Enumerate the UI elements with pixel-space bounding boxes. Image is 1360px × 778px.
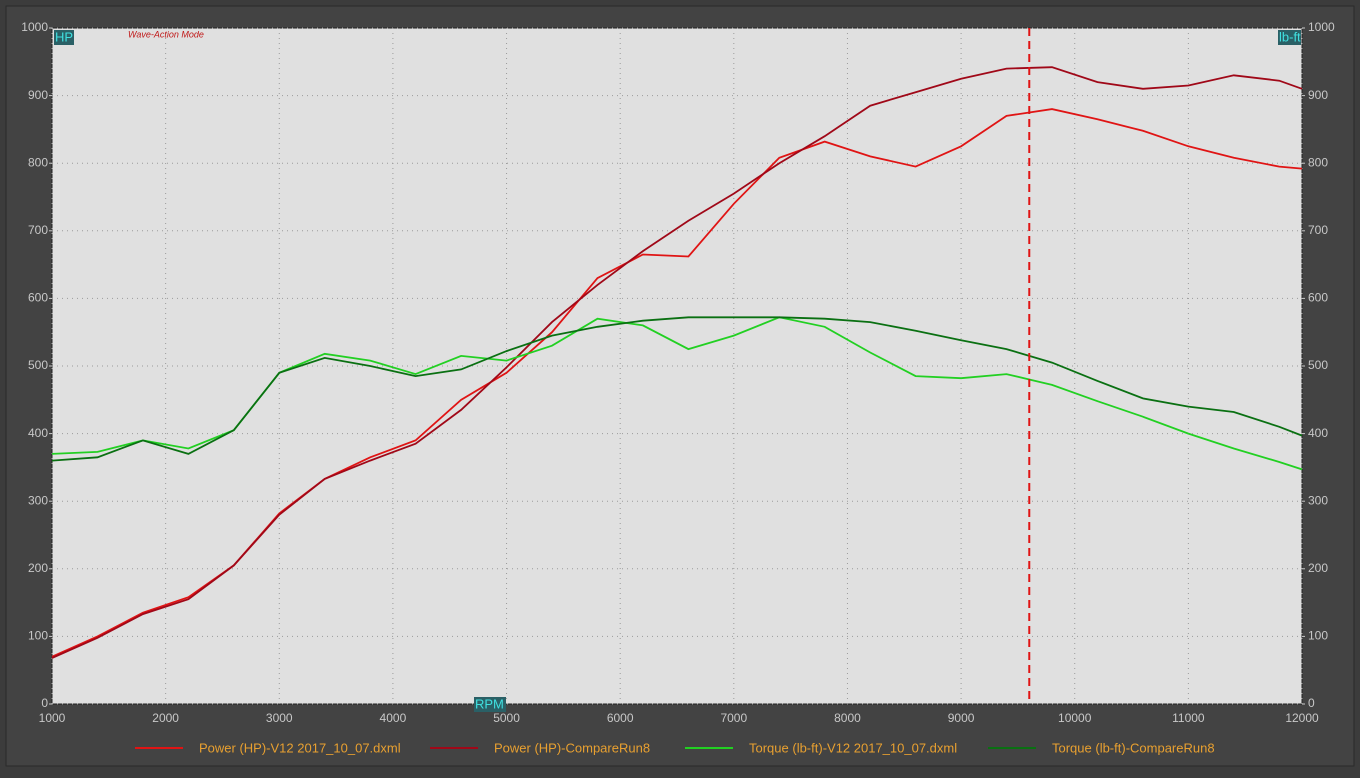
y-tick-label: 900 [28, 88, 48, 102]
x-label-box [474, 697, 506, 712]
y2-tick-label: 200 [1308, 561, 1328, 575]
y-tick-label: 1000 [21, 20, 48, 34]
legend-label: Power (HP)-V12 2017_10_07.dxml [199, 740, 401, 755]
y2-tick-label: 500 [1308, 358, 1328, 372]
x-tick-label: 12000 [1285, 711, 1319, 725]
legend-label: Torque (lb-ft)-CompareRun8 [1052, 740, 1215, 755]
y-label-box [54, 30, 74, 45]
y2-tick-label: 1000 [1308, 20, 1335, 34]
y-tick-label: 800 [28, 155, 48, 169]
y-tick-label: 400 [28, 426, 48, 440]
y-tick-label: 700 [28, 223, 48, 237]
y-tick-label: 100 [28, 629, 48, 643]
x-tick-label: 7000 [720, 711, 747, 725]
x-tick-label: 5000 [493, 711, 520, 725]
y2-tick-label: 700 [1308, 223, 1328, 237]
series-line [51, 316, 1303, 462]
y2-tick-label: 300 [1308, 493, 1328, 507]
series-line [51, 66, 1303, 659]
y2-tick-label: 100 [1308, 629, 1328, 643]
x-tick-label: 6000 [607, 711, 634, 725]
x-tick-label: 1000 [39, 711, 66, 725]
x-axis-label: RPM [475, 696, 504, 711]
x-tick-label: 3000 [266, 711, 293, 725]
y2-tick-label: 0 [1308, 696, 1315, 710]
legend-label: Power (HP)-CompareRun8 [494, 740, 650, 755]
y2-tick-label: 600 [1308, 291, 1328, 305]
legend-label: Torque (lb-ft)-V12 2017_10_07.dxml [749, 740, 957, 755]
x-tick-label: 8000 [834, 711, 861, 725]
grid [51, 27, 1303, 705]
x-tick-label: 4000 [380, 711, 407, 725]
y-tick-label: 500 [28, 358, 48, 372]
series-lines [51, 66, 1303, 659]
y-tick-label: 600 [28, 291, 48, 305]
x-tick-label: 2000 [152, 711, 179, 725]
y2-tick-label: 900 [1308, 88, 1328, 102]
x-tick-label: 11000 [1172, 711, 1205, 725]
y2-axis-label: lb-ft [1279, 29, 1301, 44]
x-tick-label: 9000 [948, 711, 975, 725]
y2-tick-label: 800 [1308, 155, 1328, 169]
x-tick-label: 10000 [1058, 711, 1092, 725]
y-tick-label: 300 [28, 493, 48, 507]
y-tick-label: 200 [28, 561, 48, 575]
y-tick-label: 0 [41, 696, 48, 710]
mode-label: Wave-Action Mode [128, 29, 204, 39]
y-axis-label: HP [55, 29, 73, 44]
y2-label-box [1278, 30, 1301, 45]
y2-tick-label: 400 [1308, 426, 1328, 440]
